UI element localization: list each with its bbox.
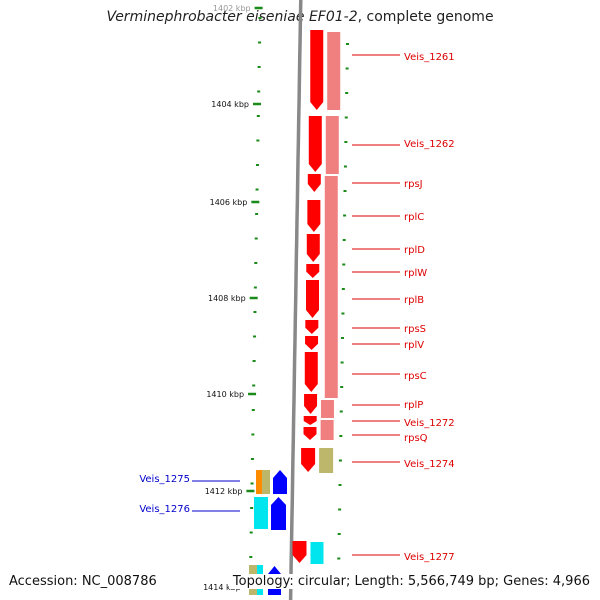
gene-label-rplv[interactable]: rplV <box>404 340 424 351</box>
gene-label-rplb[interactable]: rplB <box>404 295 424 306</box>
red-gene-arrow[interactable] <box>305 320 319 334</box>
red-gene-arrow[interactable] <box>310 30 324 110</box>
red-gene-arrow[interactable] <box>306 280 319 318</box>
red-gene-arrow[interactable] <box>301 448 316 472</box>
cyan-gene-block[interactable] <box>254 497 268 529</box>
genome-backbone <box>288 0 303 600</box>
red-gene-arrow[interactable] <box>306 264 320 278</box>
secondary-strand-segment[interactable] <box>325 116 339 174</box>
gene-label-rpld[interactable]: rplD <box>404 245 425 256</box>
red-gene-arrow[interactable] <box>306 234 320 262</box>
red-gene-arrow[interactable] <box>304 352 318 392</box>
ruler-kbp-label: 1410 kbp <box>206 390 244 399</box>
gene-label-rpsq[interactable]: rpsQ <box>404 433 428 444</box>
ruler-kbp-label: 1414 kbp <box>203 583 241 592</box>
secondary-strand-segment[interactable] <box>320 400 334 418</box>
secondary-strand-segment[interactable] <box>320 420 334 440</box>
secondary-strand-segment[interactable] <box>327 32 341 110</box>
gene-label-veis_1277[interactable]: Veis_1277 <box>404 552 455 563</box>
gene-label-rplw[interactable]: rplW <box>404 268 427 279</box>
gene-label-veis_1274[interactable]: Veis_1274 <box>404 459 455 470</box>
red-gene-arrow[interactable] <box>305 336 319 350</box>
gene-label-veis_1275[interactable]: Veis_1275 <box>139 474 190 485</box>
tan-gene-block[interactable] <box>319 448 334 473</box>
genome-title: Verminephrobacter eiseniae EF01-2, compl… <box>0 9 600 25</box>
ruler-kbp-label: 1408 kbp <box>208 294 246 303</box>
red-gene-arrow[interactable] <box>303 427 317 440</box>
tan-gene-block[interactable] <box>262 470 270 494</box>
orange-gene-block[interactable] <box>256 470 262 494</box>
gene-label-veis_1262[interactable]: Veis_1262 <box>404 139 455 150</box>
red-gene-arrow[interactable] <box>307 174 321 192</box>
gene-label-rplc[interactable]: rplC <box>404 212 424 223</box>
ruler-kbp-label: 1404 kbp <box>211 100 249 109</box>
gene-label-rpss[interactable]: rpsS <box>404 324 426 335</box>
secondary-strand-segment[interactable] <box>324 176 338 398</box>
ruler-kbp-label: 1406 kbp <box>210 198 248 207</box>
gene-label-rpsj[interactable]: rpsJ <box>404 179 423 190</box>
red-gene-arrow[interactable] <box>307 200 321 232</box>
red-gene-arrow[interactable] <box>303 416 317 425</box>
accession-text: Accession: NC_008786 <box>9 574 157 589</box>
blue-gene-arrow[interactable] <box>273 470 287 494</box>
gene-label-veis_1272[interactable]: Veis_1272 <box>404 418 455 429</box>
red-gene-arrow[interactable] <box>292 541 307 563</box>
gene-label-rplp[interactable]: rplP <box>404 400 423 411</box>
ruler-kbp-label: 1402 kbp <box>213 4 251 13</box>
title-suffix: , complete genome <box>357 9 494 25</box>
cyan-gene-block[interactable] <box>310 542 324 564</box>
ruler-kbp-label: 1412 kbp <box>205 487 243 496</box>
topology-text: Topology: circular; Length: 5,566,749 bp… <box>228 574 590 589</box>
gene-label-rpsc[interactable]: rpsC <box>404 371 427 382</box>
gene-label-veis_1261[interactable]: Veis_1261 <box>404 52 455 63</box>
gene-label-veis_1276[interactable]: Veis_1276 <box>139 504 190 515</box>
red-gene-arrow[interactable] <box>304 394 318 414</box>
organism-name: Verminephrobacter eiseniae EF01-2 <box>106 9 358 25</box>
blue-gene-arrow[interactable] <box>271 497 286 530</box>
red-gene-arrow[interactable] <box>308 116 322 172</box>
